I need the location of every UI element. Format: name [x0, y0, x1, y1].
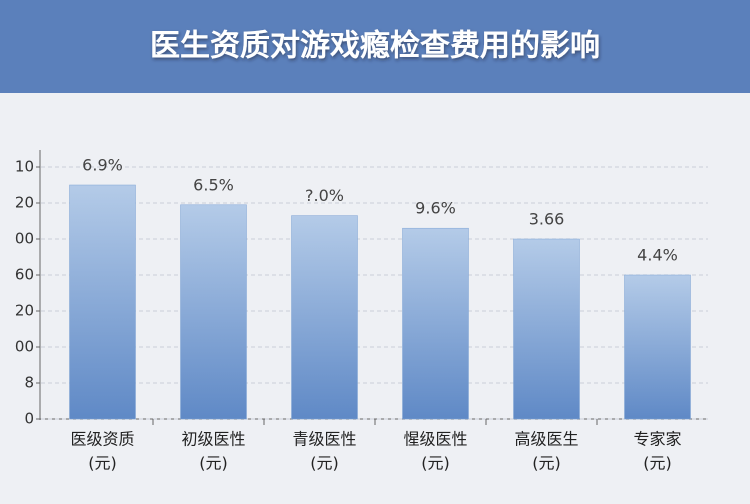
- header: [0, 0, 750, 93]
- bar-label: 3.66: [529, 210, 565, 229]
- y-tick-label: 8: [24, 374, 34, 392]
- bar: [291, 215, 358, 420]
- x-tick-unit: (元): [643, 454, 672, 473]
- x-tick-unit: (元): [310, 454, 339, 473]
- x-tick-label: 高级医生: [514, 430, 578, 449]
- y-tick-label: 60: [15, 266, 34, 284]
- y-tick-label: 00: [15, 230, 34, 248]
- x-tick-unit: (元): [532, 454, 561, 473]
- y-tick-label: 10: [15, 158, 34, 176]
- bar: [69, 184, 136, 420]
- x-tick-label: 惺级医性: [403, 430, 467, 449]
- x-tick-unit: (元): [199, 454, 228, 473]
- x-tick-label: 专家家: [633, 430, 681, 449]
- bar: [513, 238, 580, 420]
- y-tick-label: 0: [24, 410, 34, 428]
- x-tick-label: 初级医性: [181, 430, 245, 449]
- bar-label: 4.4%: [637, 246, 678, 265]
- bar-label: 6.5%: [193, 175, 234, 194]
- bar: [402, 227, 469, 420]
- y-tick-label: 00: [15, 338, 34, 356]
- x-tick-label: 医级资质: [70, 430, 134, 449]
- bar-label: 9.6%: [415, 199, 456, 218]
- bar-label: ?.0%: [305, 186, 344, 205]
- x-tick-unit: (元): [421, 454, 450, 473]
- x-tick-label: 青级医性: [292, 430, 356, 449]
- bar-label: 6.9%: [82, 156, 123, 175]
- chart-title: 医生资质对游戏瘾检查费用的影响: [150, 29, 600, 64]
- bar: [624, 274, 691, 420]
- y-tick-label: 20: [15, 302, 34, 320]
- y-tick-label: 20: [15, 194, 34, 212]
- bar: [180, 204, 247, 420]
- x-tick-unit: (元): [88, 454, 117, 473]
